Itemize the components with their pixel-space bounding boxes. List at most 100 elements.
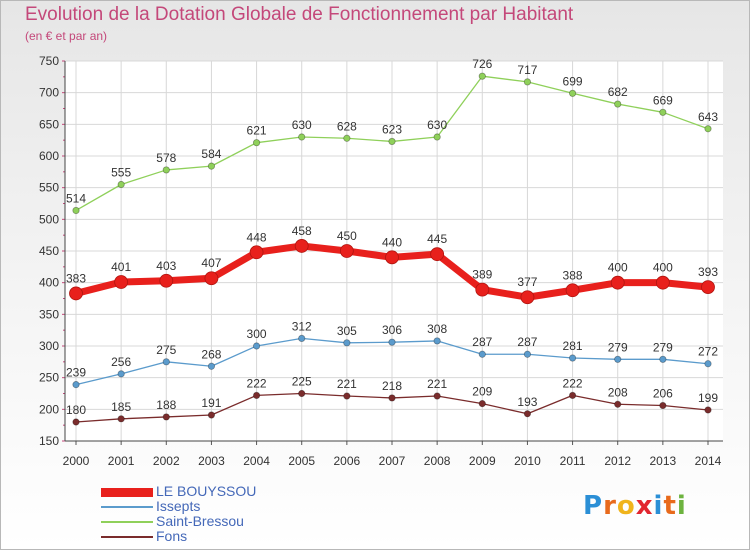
x-tick-label: 2006 [334, 454, 361, 468]
data-point-saint-bressou [704, 125, 712, 133]
data-point-issepts [614, 355, 622, 363]
data-label-fons: 180 [66, 403, 86, 417]
data-label-issepts: 279 [608, 340, 628, 354]
data-label-le-bouyssou: 448 [247, 230, 267, 244]
data-label-issepts: 306 [382, 323, 402, 337]
chart-title: Evolution de la Dotation Globale de Fonc… [25, 4, 574, 25]
legend-label: Saint-Bressou [156, 513, 244, 529]
data-point-fons [72, 418, 80, 426]
data-label-saint-bressou: 630 [427, 118, 447, 132]
x-tick-label: 2003 [198, 454, 225, 468]
data-label-le-bouyssou: 403 [156, 259, 176, 273]
x-tick-label: 2007 [379, 454, 406, 468]
data-point-saint-bressou [343, 134, 351, 142]
data-point-issepts [252, 342, 261, 350]
legend-item-le-bouyssou: LE BOUYSSOU [101, 484, 301, 500]
data-label-fons: 191 [201, 396, 221, 410]
data-point-le-bouyssou [339, 244, 354, 258]
y-tick-label: 700 [39, 86, 59, 100]
x-tick-label: 2011 [560, 454, 586, 468]
y-tick-label: 750 [39, 54, 59, 68]
data-point-fons [343, 392, 351, 400]
data-point-fons [614, 400, 622, 408]
data-point-fons [388, 394, 396, 402]
y-tick-label: 350 [39, 307, 59, 321]
data-label-saint-bressou: 630 [292, 118, 312, 132]
data-point-issepts [298, 334, 306, 342]
data-point-issepts [388, 338, 396, 346]
legend-swatch [101, 506, 153, 508]
data-point-fons [478, 400, 486, 408]
data-point-le-bouyssou [204, 271, 219, 286]
data-label-issepts: 239 [66, 366, 86, 380]
data-label-saint-bressou: 628 [337, 119, 357, 133]
data-point-issepts [117, 370, 125, 378]
data-label-fons: 209 [472, 385, 492, 399]
data-label-issepts: 272 [698, 345, 718, 359]
y-tick-label: 250 [39, 371, 59, 385]
data-label-saint-bressou: 682 [608, 85, 628, 99]
data-label-fons: 225 [292, 375, 312, 389]
data-point-le-bouyssou [610, 275, 625, 290]
data-point-fons [117, 415, 125, 423]
data-label-fons: 221 [427, 377, 447, 391]
data-label-le-bouyssou: 393 [698, 265, 718, 279]
data-label-issepts: 308 [427, 322, 447, 336]
data-point-fons [523, 410, 532, 418]
data-label-le-bouyssou: 440 [382, 235, 402, 249]
data-label-le-bouyssou: 400 [653, 261, 673, 275]
data-label-le-bouyssou: 450 [337, 229, 357, 243]
logo-letter: o [616, 491, 636, 521]
data-point-fons [298, 389, 306, 398]
data-point-issepts [207, 362, 216, 370]
data-label-le-bouyssou: 445 [427, 232, 447, 246]
y-tick-label: 400 [39, 276, 59, 290]
legend-item-issepts: Issepts [101, 499, 301, 515]
data-label-saint-bressou: 584 [201, 147, 221, 161]
logo-letter: t [663, 491, 677, 521]
data-label-saint-bressou: 623 [382, 122, 402, 136]
y-tick-label: 600 [39, 149, 59, 163]
data-label-issepts: 305 [337, 324, 357, 338]
x-tick-label: 2005 [288, 454, 315, 468]
data-point-saint-bressou [523, 78, 532, 86]
data-label-le-bouyssou: 377 [517, 275, 537, 289]
x-tick-label: 2008 [424, 454, 451, 468]
data-point-saint-bressou [72, 206, 80, 215]
y-tick-label: 200 [39, 402, 59, 416]
data-point-saint-bressou [659, 108, 667, 116]
data-point-issepts [704, 360, 712, 368]
y-tick-label: 550 [39, 181, 59, 195]
data-point-le-bouyssou [430, 247, 445, 262]
y-tick-label: 650 [39, 117, 59, 131]
data-label-fons: 218 [382, 379, 402, 393]
x-tick-label: 2002 [153, 454, 180, 468]
data-label-saint-bressou: 726 [472, 57, 492, 71]
data-point-issepts [343, 339, 351, 347]
data-point-issepts [162, 358, 170, 366]
data-point-saint-bressou [298, 133, 306, 141]
data-label-fons: 206 [653, 387, 673, 401]
data-point-le-bouyssou [655, 275, 670, 290]
data-point-fons [704, 406, 712, 414]
data-point-fons [433, 392, 441, 400]
data-label-issepts: 279 [653, 340, 673, 354]
legend-swatch [101, 487, 153, 497]
data-label-issepts: 287 [472, 335, 492, 349]
proxiti-logo: Proxiti [583, 491, 687, 521]
data-point-le-bouyssou [565, 283, 580, 298]
data-point-saint-bressou [207, 162, 216, 170]
data-point-le-bouyssou [520, 290, 535, 305]
data-point-fons [162, 413, 170, 421]
data-label-issepts: 300 [247, 327, 267, 341]
data-point-saint-bressou [388, 137, 396, 146]
x-tick-label: 2009 [469, 454, 496, 468]
legend-swatch [101, 521, 153, 523]
data-point-le-bouyssou [159, 273, 174, 288]
data-label-issepts: 256 [111, 355, 131, 369]
data-label-fons: 221 [337, 377, 357, 391]
data-label-fons: 199 [698, 391, 718, 405]
data-label-saint-bressou: 699 [563, 74, 583, 88]
data-label-fons: 193 [517, 395, 537, 409]
